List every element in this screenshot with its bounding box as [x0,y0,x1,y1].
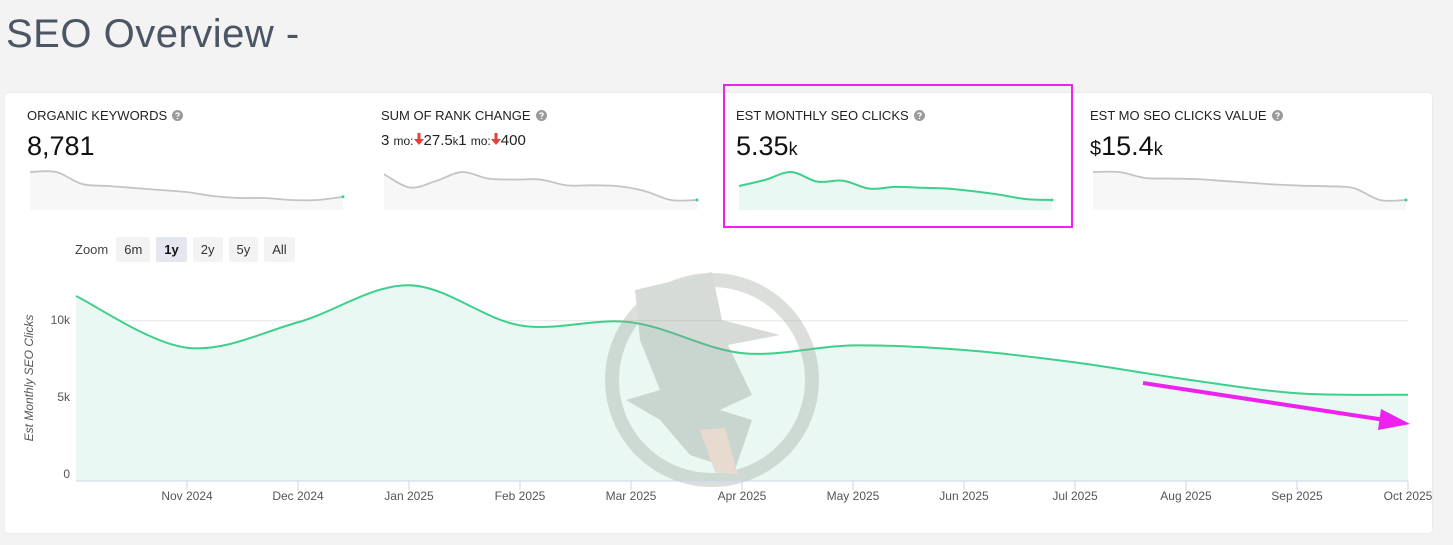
metric-number: 8,781 [27,131,95,161]
change-period: 3 [381,132,390,149]
change-suffix: k [452,136,459,148]
help-icon[interactable] [913,110,925,121]
change-unit: mo: [393,134,414,148]
x-tick-label: Dec 2024 [272,489,324,503]
metric-label-text: ORGANIC KEYWORDS [27,108,168,123]
sparkline-end [341,195,345,199]
sparkline-area [30,171,343,210]
metric-value: 8,781 [27,131,357,162]
x-tick-label: Aug 2025 [1160,489,1212,503]
metric-label: SUM OF RANK CHANGE [381,108,711,123]
change-value: 27.5 [423,132,453,149]
x-tick-label: May 2025 [827,489,880,503]
y-axis-title: Est Monthly SEO Clicks [22,315,36,442]
change-value: 400 [500,132,526,149]
x-tick-label: Oct 2025 [1384,489,1433,503]
watermark-accent [700,428,738,475]
metric-label-text: EST MO SEO CLICKS VALUE [1090,108,1267,123]
sparkline-end [695,198,699,202]
sparkline-area [384,171,697,210]
metric-label: ORGANIC KEYWORDS [27,108,357,123]
page-title: SEO Overview - [6,12,300,56]
x-tick-label: Jun 2025 [939,489,989,503]
metric-card: ORGANIC KEYWORDS 8,781 [27,108,357,162]
metric-suffix: k [788,139,798,159]
area-fill [76,285,1408,481]
metric-card: EST MO SEO CLICKS VALUE $15.4k [1090,108,1420,162]
watermark [605,272,819,487]
metric-number: 15.4 [1101,131,1154,161]
x-tick-label: Jan 2025 [384,489,434,503]
arrow-head [1378,409,1410,430]
help-icon[interactable] [1271,110,1283,121]
y-tick-label: 5k [57,390,71,404]
metric-suffix: k [1153,139,1163,159]
x-tick-label: Sep 2025 [1271,489,1323,503]
area-line [75,284,1409,396]
zoom-bar: Zoom 6m 1y 2y 5y All [75,237,295,262]
zoom-button[interactable]: 2y [192,237,223,262]
help-icon[interactable] [172,110,184,121]
x-tick-label: Jul 2025 [1052,489,1098,503]
change-unit: mo: [470,134,491,148]
metric-prefix: $ [1090,138,1102,160]
metric-value: 5.35k [736,131,1066,162]
sparkline-area [739,171,1052,210]
sparkline-end [1404,198,1408,202]
sparkline-area [1093,171,1406,210]
sparkline [738,170,1053,201]
highlight-box [723,84,1073,228]
zoom-label: Zoom [75,242,109,257]
metric-label: EST MO SEO CLICKS VALUE [1090,108,1420,123]
y-tick-label: 10k [51,313,71,327]
sparkline [1092,170,1407,202]
down-arrow [490,133,501,145]
zoom-button[interactable]: 1y [156,237,187,262]
rank-changes: 3 mo: 27.5k1 mo: 400 [381,132,711,149]
sparkline-end [1050,198,1054,202]
annotation-arrow [1142,381,1410,430]
x-tick-label: Feb 2025 [495,489,546,503]
metric-card: SUM OF RANK CHANGE 3 mo: 27.5k1 mo: 400 [381,108,711,149]
metric-number: 5.35 [736,131,789,161]
down-arrow [413,133,424,145]
arrow-shaft [1142,381,1386,422]
metric-label-text: SUM OF RANK CHANGE [381,108,531,123]
metric-label: EST MONTHLY SEO CLICKS [736,108,1066,123]
metric-value: $15.4k [1090,131,1420,162]
x-tick-label: Apr 2025 [718,489,767,503]
metric-label-text: EST MONTHLY SEO CLICKS [736,108,909,123]
y-tick-label: 0 [63,467,70,481]
zoom-button[interactable]: 5y [228,237,259,262]
zoom-button[interactable]: All [264,237,295,262]
change-period: 1 [458,132,467,149]
sparkline [383,171,698,202]
help-icon[interactable] [535,110,547,121]
x-tick-label: Mar 2025 [606,489,657,503]
metric-card: EST MONTHLY SEO CLICKS 5.35k [736,108,1066,162]
zoom-button[interactable]: 6m [116,237,151,262]
watermark-figure [626,272,780,470]
sparkline [29,170,344,202]
x-tick-label: Nov 2024 [161,489,213,503]
watermark-ring [605,273,819,487]
